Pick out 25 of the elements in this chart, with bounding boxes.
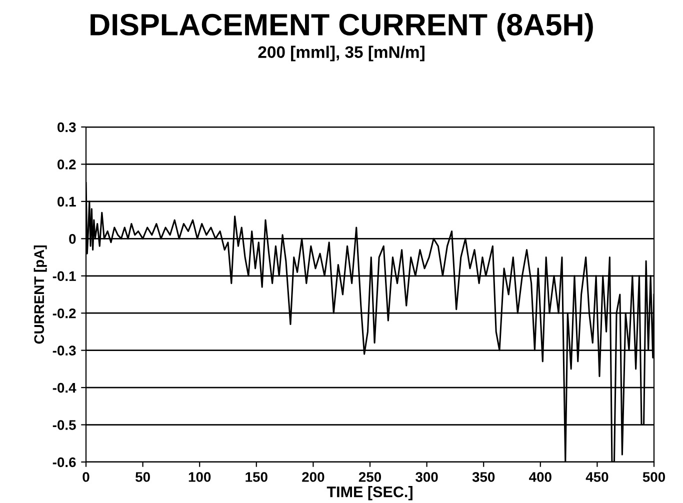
x-tick-label: 300 (416, 472, 438, 482)
x-tick-label: 200 (302, 472, 324, 482)
y-tick-label: 0.2 (58, 160, 76, 170)
chart-title: DISPLACEMENT CURRENT (8A5H) (90, 13, 593, 42)
y-axis-title: CURRENT [pA] (34, 246, 47, 344)
y-tick-label: -0.1 (52, 271, 76, 282)
x-tick-label: 100 (188, 472, 211, 482)
y-tick-label: -0.2 (52, 308, 76, 318)
y-tick-label: -0.6 (52, 457, 76, 468)
x-tick-label: 450 (586, 472, 608, 482)
x-tick-label: 500 (642, 472, 666, 482)
x-tick-label: 0 (82, 472, 90, 482)
y-tick-label: -0.3 (52, 346, 76, 356)
x-tick-label: 400 (529, 472, 552, 482)
x-axis-title: TIME [SEC.] (326, 486, 412, 500)
y-tick-label: 0.1 (58, 196, 76, 207)
y-tick-label: 0.3 (58, 122, 76, 132)
y-tick-label: -0.5 (52, 420, 76, 430)
x-tick-label: 350 (472, 472, 495, 482)
y-tick-label: 0 (69, 234, 76, 244)
x-tick-label: 50 (136, 472, 150, 482)
y-tick-label: -0.4 (52, 382, 76, 393)
x-tick-label: 150 (246, 472, 268, 482)
x-tick-label: 250 (358, 472, 382, 482)
chart-subtitle: 200 [mml], 35 [mN/m] (258, 46, 424, 62)
